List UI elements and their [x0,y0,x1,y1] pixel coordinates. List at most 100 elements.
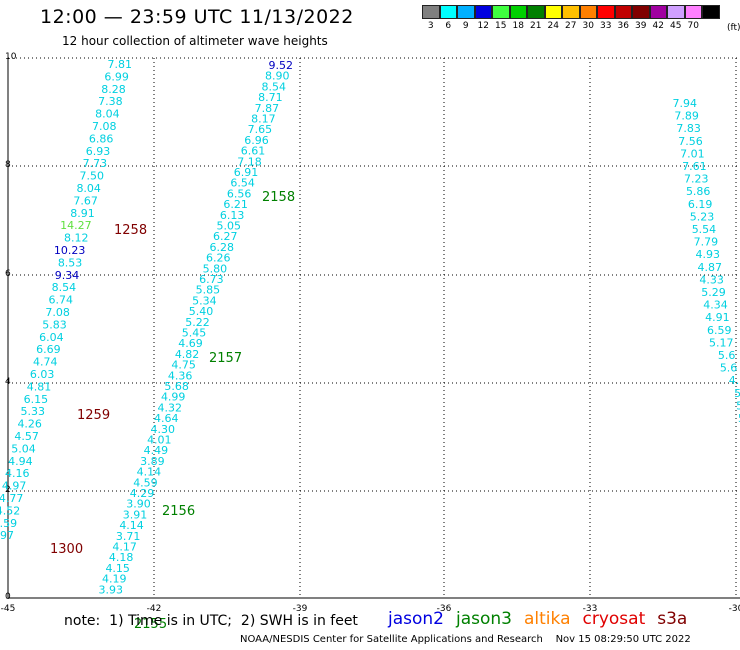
legend-swatch [544,5,562,19]
legend-swatch [614,5,632,19]
swh-value: 4.19 [102,573,127,586]
swh-value: 6.28 [210,241,235,254]
legend-swatch [702,5,720,19]
swh-value: 4.69 [178,337,203,350]
legend-value: 21 [530,21,542,31]
swh-value: 7.56 [678,135,703,148]
y-tick-label: 0 [5,592,11,602]
legend-value: 15 [495,21,507,31]
swh-value: 7.89 [674,110,699,123]
swh-value: 4.59 [133,476,158,489]
swh-value: 3.97 [0,529,14,542]
swh-value: 4.99 [161,391,186,404]
time-label: 1259 [77,408,110,423]
swh-value: 4.34 [703,299,728,312]
swh-value: 9.52 [269,59,294,72]
swh-value: 5 [738,412,740,425]
swh-value: 6.26 [206,252,231,265]
pass-label: 2156 [162,504,195,519]
swh-value: 7.87 [255,102,280,115]
legend-value: 36 [617,21,629,31]
swh-value: 4.36 [168,369,193,382]
swh-value: 6.99 [104,70,129,83]
swh-value: 4.77 [0,492,23,505]
swh-value: 6.04 [39,331,64,344]
swh-value: 5.05 [216,220,241,233]
axis-ticks: -45 -42 -39 -36 -33 -30 0 2 4 6 8 10 [1,52,740,614]
swh-value: 7.18 [237,155,262,168]
swh-value: 5.6 [720,362,738,375]
swh-value: 6.03 [30,368,55,381]
color-legend: 3 6 9 12 15 18 21 24 27 30 33 36 39 42 45 70 (ft) [422,5,740,33]
swh-value: 6.27 [213,230,238,243]
legend-value: 18 [512,21,524,31]
legend-value: 9 [462,21,469,31]
swh-value: 5 [736,399,740,412]
swh-value: 5 [734,387,740,400]
swh-value: 4.33 [699,273,724,286]
swh-value: 8.04 [76,182,101,195]
legend-swatch [457,5,475,19]
swh-value: 7.38 [98,95,123,108]
y-tick-label: 10 [5,52,17,62]
swh-value: 5.17 [709,336,734,349]
swh-value: 8.71 [258,91,283,104]
swh-value: 7.94 [673,97,698,110]
altimeter-tracks: 7.816.998.287.388.047.086.866.937.737.50… [0,58,740,596]
swh-value: 4.15 [105,562,130,575]
swh-value: 6.21 [223,198,248,211]
swh-value: 3.93 [99,583,124,596]
swh-value: 8.28 [101,83,126,96]
swh-value: 4.82 [175,348,200,361]
legend-value: 39 [635,21,647,31]
swh-value: 4.49 [144,444,169,457]
map-subtitle: 12 hour collection of altimeter wave hei… [62,34,328,48]
swh-value: 7.81 [108,58,133,71]
swh-value: 6.54 [230,177,255,190]
legend-value: 24 [547,21,559,31]
swh-value: 5.23 [690,210,715,223]
legend-value: 45 [670,21,682,31]
swh-value: 9.34 [55,269,80,282]
swh-value: 6.93 [86,145,111,158]
legend-swatch [422,5,440,19]
swh-value: 5.33 [21,405,46,418]
credit-line: NOAA/NESDIS Center for Satellite Applica… [240,634,691,645]
swh-value: 14.27 [60,219,92,232]
swh-value: 4.14 [137,466,162,479]
swh-value: 7.50 [80,170,105,183]
satellite-s3a: s3a [657,609,688,629]
x-tick-label: -33 [583,604,598,614]
swh-value: 8.53 [58,256,83,269]
legend-swatch [632,5,650,19]
swh-value: 4.75 [171,359,196,372]
swh-value: 4. [729,374,740,387]
map-title: 12:00 — 23:59 UTC 11/13/2022 [40,6,354,28]
pass-label: 2155 [134,617,167,632]
grid-lines [7,57,740,599]
pass-label: 2157 [209,351,242,366]
swh-value: 3.71 [116,530,141,543]
legend-value: 12 [477,21,489,31]
x-tick-label: -30 [729,604,740,614]
legend-value: 42 [652,21,664,31]
legend-value: 70 [687,21,699,31]
y-tick-label: 8 [5,160,11,170]
swh-value: 10.23 [54,244,86,257]
swh-value: 6.74 [49,294,74,307]
swh-value: 4.16 [5,467,30,480]
legend-swatch [439,5,457,19]
swh-value: 5.83 [42,318,67,331]
swh-value: 7.65 [248,123,273,136]
pass-labels: 1258 1259 1300 2158 2157 2156 2155 [50,190,295,632]
legend-swatch [509,5,527,19]
swh-value: 7.67 [73,194,98,207]
swh-value: 7.83 [676,122,701,135]
legend-value: 27 [565,21,577,31]
swh-value: 4.81 [27,380,52,393]
swh-value: 4.97 [2,480,27,493]
swh-value: 5.54 [692,223,717,236]
y-tick-label: 6 [5,269,11,279]
swh-value: 4.87 [697,261,722,274]
